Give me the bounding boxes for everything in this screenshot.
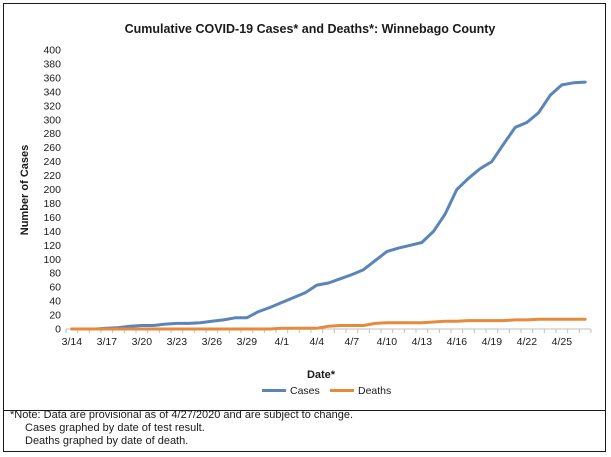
y-tick-label: 340 <box>43 86 61 98</box>
x-tick-label: 4/7 <box>345 336 360 348</box>
series-line-deaths <box>70 317 587 331</box>
x-tick-label: 4/10 <box>377 336 398 348</box>
y-tick-label: 400 <box>43 45 61 57</box>
y-tick-label: 180 <box>43 198 61 210</box>
y-tick-label: 220 <box>43 170 61 182</box>
footnote-cases: Cases graphed by date of test result. <box>25 422 205 434</box>
legend-item-cases: Cases <box>262 385 320 397</box>
y-tick-label: 80 <box>49 268 61 280</box>
footnote-provisional: *Note: Data are provisional as of 4/27/2… <box>10 409 354 421</box>
y-axis-ticks: 0 20 40 60 80 100 120 140 160 180 200 220 240 260 280 3… <box>43 45 61 336</box>
y-tick-label: 280 <box>43 128 61 140</box>
x-tick-label: 4/1 <box>275 336 290 348</box>
legend-item-deaths: Deaths <box>330 385 391 397</box>
series-line-cases <box>70 80 587 331</box>
y-tick-label: 300 <box>43 114 61 126</box>
y-tick-label: 260 <box>43 142 61 154</box>
y-tick-label: 0 <box>55 324 61 336</box>
legend: Cases Deaths <box>262 385 391 397</box>
y-tick-label: 200 <box>43 184 61 196</box>
x-axis-label: Date* <box>307 369 336 381</box>
x-tick-label: 4/4 <box>310 336 325 348</box>
legend-label: Deaths <box>358 385 391 397</box>
x-tick-label: 3/29 <box>237 336 258 348</box>
y-tick-label: 140 <box>43 226 61 238</box>
chart-title: Cumulative COVID-19 Cases* and Deaths*: … <box>125 22 496 36</box>
x-tick-label: 3/14 <box>62 336 83 348</box>
y-tick-label: 40 <box>49 296 61 308</box>
x-tick-label: 3/17 <box>97 336 118 348</box>
line-chart: Cumulative COVID-19 Cases* and Deaths*: … <box>19 22 592 397</box>
x-tick-label: 4/22 <box>517 336 538 348</box>
footnote-deaths: Deaths graphed by date of death. <box>25 435 189 447</box>
y-tick-label: 360 <box>43 72 61 84</box>
x-axis-ticks: 3/14 3/17 3/20 3/23 3/26 3/29 4/1 4/4 4/7 4/10 4/1… <box>62 336 573 348</box>
x-tick-label: 3/26 <box>202 336 223 348</box>
footnotes: *Note: Data are provisional as of 4/27/2… <box>10 409 353 448</box>
chart-frame <box>3 3 606 452</box>
y-tick-label: 380 <box>43 58 61 70</box>
legend-label: Cases <box>290 385 320 397</box>
x-tick-label: 4/16 <box>447 336 468 348</box>
notes-divider <box>4 410 605 411</box>
y-tick-label: 240 <box>43 156 61 168</box>
series-layer <box>70 80 587 331</box>
y-tick-label: 20 <box>49 310 61 322</box>
y-tick-label: 60 <box>49 282 61 294</box>
y-tick-label: 100 <box>43 254 61 266</box>
x-tick-label: 4/25 <box>552 336 573 348</box>
y-tick-label: 160 <box>43 212 61 224</box>
y-tick-label: 320 <box>43 100 61 112</box>
x-tick-label: 4/19 <box>482 336 503 348</box>
x-tick-label: 3/20 <box>132 336 153 348</box>
y-tick-label: 120 <box>43 240 61 252</box>
x-tick-label: 4/13 <box>412 336 433 348</box>
x-tick-label: 3/23 <box>167 336 188 348</box>
y-axis-label: Number of Cases <box>19 145 31 235</box>
